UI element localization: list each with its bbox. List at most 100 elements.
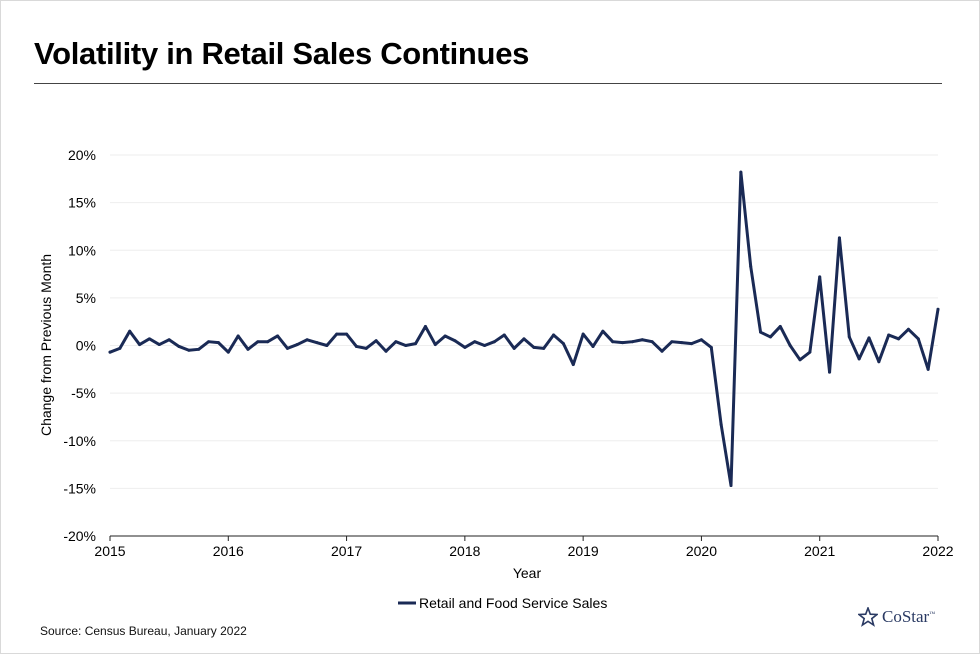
y-tick-label: 20% — [68, 147, 96, 163]
source-note: Source: Census Bureau, January 2022 — [40, 624, 247, 638]
data-point — [818, 275, 822, 279]
data-point — [729, 484, 733, 488]
data-point — [128, 329, 132, 333]
data-point — [492, 340, 496, 344]
data-point — [581, 332, 585, 336]
logo-text: CoStar™ — [882, 607, 935, 627]
data-point — [285, 346, 289, 350]
data-point — [611, 340, 615, 344]
data-point — [108, 350, 112, 354]
data-point — [522, 337, 526, 341]
x-tick-label: 2017 — [331, 543, 362, 559]
data-point — [414, 342, 418, 346]
data-point — [236, 334, 240, 338]
data-point — [187, 348, 191, 352]
x-tick-label: 2019 — [568, 543, 599, 559]
data-point — [276, 334, 280, 338]
data-point — [216, 341, 220, 345]
x-axis-ticks: 2015 2016 2017 2018 2019 2020 2021 2022 — [94, 536, 954, 559]
legend: Retail and Food Service Sales — [398, 595, 607, 611]
y-axis-ticks: 20% 15% 10% 5% 0% -5% -10% -15% -20% — [63, 147, 96, 544]
data-point — [719, 423, 723, 427]
x-axis-label: Year — [513, 565, 542, 581]
series-points — [108, 170, 940, 488]
data-point — [325, 344, 329, 347]
data-point — [246, 347, 250, 351]
y-tick-label: -15% — [63, 480, 96, 496]
data-point — [601, 329, 605, 333]
data-point — [690, 342, 694, 346]
x-tick-label: 2020 — [686, 543, 717, 559]
data-point — [207, 340, 211, 344]
data-point — [167, 338, 171, 342]
data-point — [640, 338, 644, 342]
x-tick-label: 2015 — [94, 543, 125, 559]
data-point — [749, 264, 753, 268]
x-tick-label: 2022 — [922, 543, 953, 559]
legend-label: Retail and Food Service Sales — [419, 595, 607, 611]
logo-trademark: ™ — [929, 611, 936, 618]
data-point — [335, 332, 339, 336]
data-point — [867, 336, 871, 340]
data-point — [571, 363, 575, 367]
logo-wordmark: CoStar — [882, 607, 930, 626]
data-point — [630, 340, 634, 344]
data-point — [788, 344, 792, 347]
chart-title: Volatility in Retail Sales Continues — [34, 36, 530, 71]
y-tick-label: 5% — [76, 290, 96, 306]
data-point — [926, 367, 930, 371]
data-point — [621, 341, 625, 345]
data-point — [295, 343, 299, 347]
y-tick-label: -5% — [71, 385, 96, 401]
data-point — [591, 344, 595, 348]
data-point — [138, 343, 142, 347]
data-point — [266, 340, 270, 344]
data-point — [315, 341, 319, 345]
y-tick-label: -10% — [63, 433, 96, 449]
data-point — [483, 344, 487, 347]
data-point — [433, 343, 437, 347]
grid-lines — [110, 154, 938, 489]
data-point — [847, 335, 851, 339]
series-line-retail-food-service — [108, 170, 940, 488]
data-point — [197, 347, 201, 351]
star-logo-icon — [858, 607, 878, 627]
data-point — [887, 333, 891, 337]
data-point — [837, 236, 841, 240]
data-point — [650, 340, 654, 344]
data-point — [118, 346, 122, 350]
data-point — [916, 337, 920, 341]
data-point — [897, 337, 901, 341]
data-point — [147, 337, 151, 341]
data-point — [699, 338, 703, 342]
data-point — [768, 335, 772, 339]
data-point — [364, 346, 368, 350]
data-point — [374, 339, 378, 343]
data-point — [670, 340, 674, 344]
title-divider — [34, 83, 942, 84]
data-point — [936, 307, 940, 311]
data-point — [453, 339, 457, 343]
data-point — [305, 338, 309, 342]
data-point — [798, 358, 802, 362]
data-point — [345, 332, 349, 336]
data-point — [502, 333, 506, 337]
data-point — [739, 170, 743, 174]
data-point — [512, 346, 516, 350]
y-tick-label: 15% — [68, 195, 96, 211]
data-point — [660, 349, 664, 353]
x-tick-label: 2018 — [449, 543, 480, 559]
data-point — [443, 334, 447, 338]
data-point — [680, 341, 684, 345]
data-point — [404, 344, 408, 347]
data-point — [778, 324, 782, 328]
data-point — [857, 357, 861, 361]
data-point — [473, 340, 477, 344]
data-point — [177, 344, 181, 348]
data-point — [423, 324, 427, 328]
data-point — [552, 333, 556, 337]
data-point — [463, 345, 467, 349]
data-point — [354, 344, 358, 348]
y-tick-label: 0% — [76, 338, 96, 354]
